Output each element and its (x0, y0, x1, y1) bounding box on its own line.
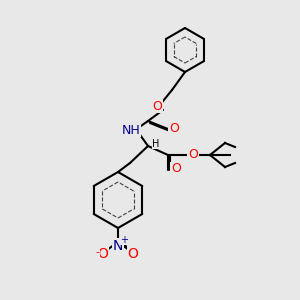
Text: -: - (95, 247, 99, 257)
Text: O: O (169, 122, 179, 136)
Text: O: O (188, 148, 198, 160)
Text: O: O (128, 247, 138, 261)
Text: +: + (120, 235, 128, 245)
Text: O: O (98, 247, 108, 261)
Text: H: H (152, 139, 160, 149)
Text: NH: NH (122, 124, 140, 136)
Text: N: N (113, 239, 123, 253)
Text: O: O (171, 163, 181, 176)
Text: O: O (152, 100, 162, 112)
